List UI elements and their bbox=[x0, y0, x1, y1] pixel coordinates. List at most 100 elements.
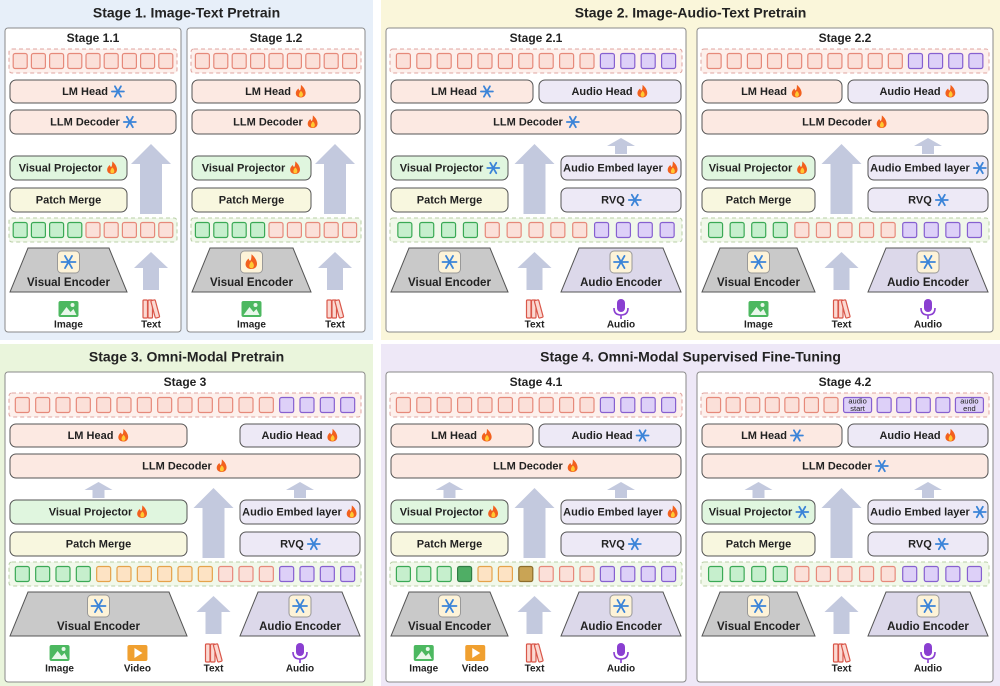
token bbox=[948, 52, 964, 70]
token bbox=[157, 565, 173, 583]
visual-projector bbox=[390, 499, 509, 525]
token bbox=[158, 221, 174, 239]
token bbox=[197, 565, 213, 583]
audio-icon bbox=[924, 643, 932, 656]
snow-icon bbox=[923, 599, 933, 613]
token bbox=[457, 565, 473, 583]
token bbox=[342, 52, 358, 70]
token bbox=[764, 396, 780, 414]
image-icon-sun bbox=[253, 303, 258, 307]
token bbox=[968, 52, 984, 70]
token bbox=[96, 396, 112, 414]
token bbox=[340, 396, 356, 414]
token bbox=[416, 52, 432, 70]
text-icon bbox=[832, 643, 839, 663]
audio-embed-layer bbox=[867, 155, 989, 181]
token bbox=[751, 221, 767, 239]
token bbox=[218, 396, 234, 414]
fire-icon-core bbox=[948, 434, 953, 441]
fire-icon-core bbox=[249, 261, 254, 269]
token bbox=[707, 221, 724, 239]
flow-arrow bbox=[821, 144, 862, 214]
token bbox=[395, 565, 411, 583]
token bbox=[858, 221, 875, 239]
input-label: Audio bbox=[914, 664, 942, 675]
token bbox=[966, 221, 983, 239]
llm-decoder-label: LLM Decoder bbox=[802, 116, 872, 128]
flow-arrow bbox=[134, 252, 168, 290]
flow-arrow bbox=[607, 482, 635, 498]
fire-icon-core bbox=[219, 465, 224, 472]
audio-embed-layer-label: Audio Embed layer bbox=[870, 162, 970, 174]
token bbox=[880, 565, 896, 583]
image-icon-mountain bbox=[60, 307, 77, 315]
visual-projector-label: Visual Projector bbox=[400, 162, 484, 174]
token bbox=[867, 52, 883, 70]
audio-head bbox=[847, 79, 989, 104]
flow-arrow bbox=[193, 488, 234, 558]
token bbox=[397, 221, 413, 239]
fire-icon-core bbox=[491, 511, 496, 518]
text-icon bbox=[533, 299, 544, 319]
lm-head bbox=[390, 79, 534, 104]
visual-projector bbox=[701, 499, 816, 525]
token-marker-label: start bbox=[850, 404, 866, 413]
rvq-label: RVQ bbox=[908, 194, 932, 206]
flow-arrow bbox=[517, 596, 552, 634]
token bbox=[55, 565, 71, 583]
snow-icon bbox=[94, 599, 103, 613]
token bbox=[751, 565, 767, 583]
fire-icon-core bbox=[485, 434, 489, 441]
visual-encoder-label: Visual Encoder bbox=[408, 621, 491, 633]
token bbox=[558, 396, 575, 414]
panel-title: Stage 2.1 bbox=[510, 31, 563, 45]
audio-encoder-label: Audio Encoder bbox=[580, 621, 662, 633]
patch-merge bbox=[9, 531, 188, 557]
token bbox=[620, 52, 636, 70]
token bbox=[745, 396, 761, 414]
visual-encoder-label: Visual Encoder bbox=[717, 621, 800, 633]
token bbox=[197, 396, 213, 414]
flow-arrow bbox=[196, 596, 231, 634]
text-icon bbox=[533, 643, 544, 663]
patch-merge-label: Patch Merge bbox=[219, 194, 284, 206]
patch-merge bbox=[9, 187, 128, 213]
fire-icon-core bbox=[670, 511, 675, 518]
token bbox=[436, 52, 452, 70]
audio-embed-layer bbox=[239, 499, 361, 525]
image-icon-sun bbox=[425, 647, 430, 651]
token bbox=[945, 221, 961, 239]
rvq-label: RVQ bbox=[601, 194, 625, 206]
audio-embed-layer-label: Audio Embed layer bbox=[563, 506, 663, 518]
token bbox=[902, 221, 918, 239]
token bbox=[497, 396, 513, 414]
token bbox=[558, 565, 575, 583]
lm-head bbox=[9, 423, 188, 448]
flow-arrow bbox=[514, 144, 555, 214]
input-label: Audio bbox=[607, 664, 635, 675]
patch-merge-label: Patch Merge bbox=[726, 538, 791, 550]
token bbox=[876, 396, 892, 414]
token bbox=[268, 221, 284, 239]
text-icon bbox=[840, 299, 851, 319]
token bbox=[518, 52, 534, 70]
llm-decoder bbox=[701, 109, 989, 135]
token bbox=[787, 52, 803, 70]
token bbox=[538, 565, 554, 583]
token bbox=[85, 52, 101, 70]
token bbox=[177, 396, 193, 414]
token bbox=[35, 396, 51, 414]
token bbox=[558, 52, 575, 70]
input-label: Text bbox=[204, 664, 224, 675]
token bbox=[250, 221, 266, 239]
token bbox=[30, 221, 46, 239]
token bbox=[966, 565, 983, 583]
token bbox=[935, 396, 951, 414]
visual-projector bbox=[390, 155, 509, 181]
token bbox=[726, 52, 742, 70]
patch-merge-label: Patch Merge bbox=[726, 194, 791, 206]
rvq-label: RVQ bbox=[280, 538, 304, 550]
snow-icon bbox=[309, 537, 318, 551]
token bbox=[497, 52, 513, 70]
fire-icon-core bbox=[879, 121, 884, 128]
